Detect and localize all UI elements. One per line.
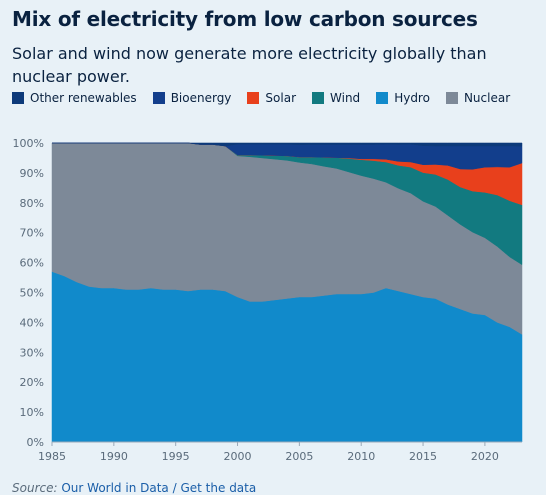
legend-swatch-other-renewables <box>12 92 24 104</box>
source-link-owid[interactable]: Our World in Data <box>61 481 169 495</box>
y-tick-label: 50% <box>20 287 44 300</box>
y-tick-label: 20% <box>20 376 44 389</box>
source-separator: / <box>172 481 177 495</box>
y-tick-label: 90% <box>20 167 44 180</box>
y-tick-label: 100% <box>13 137 44 150</box>
legend-item-hydro[interactable]: Hydro <box>376 91 430 105</box>
x-tick-label: 2020 <box>471 450 499 463</box>
source-label: Source: <box>12 481 58 495</box>
x-tick-label: 2010 <box>347 450 375 463</box>
get-data-link[interactable]: Get the data <box>180 481 257 495</box>
x-tick-label: 1995 <box>162 450 190 463</box>
y-tick-label: 0% <box>27 436 44 449</box>
legend-item-wind[interactable]: Wind <box>312 91 360 105</box>
source-line: Source: Our World in Data / Get the data <box>12 481 256 495</box>
legend-label-nuclear: Nuclear <box>463 91 511 105</box>
legend-swatch-solar <box>247 92 260 104</box>
legend-label-bioenergy: Bioenergy <box>170 91 232 105</box>
legend-swatch-bioenergy <box>152 92 165 104</box>
x-tick-label: 2015 <box>409 450 437 463</box>
chart-subtitle: Solar and wind now generate more electri… <box>12 44 487 86</box>
x-tick-label: 2005 <box>285 450 313 463</box>
legend-label-solar: Solar <box>265 91 297 105</box>
area-other-renewables <box>52 142 523 147</box>
legend-swatch-wind <box>312 92 325 104</box>
y-tick-label: 30% <box>20 346 44 359</box>
legend-label-other-renewables: Other renewables <box>30 91 137 105</box>
legend-swatch-hydro <box>376 92 389 104</box>
chart-legend: Other renewables Bioenergy Solar Wind Hy… <box>12 90 526 106</box>
y-tick-label: 80% <box>20 197 44 210</box>
legend-label-wind: Wind <box>330 91 361 105</box>
chart-title: Mix of electricity from low carbon sourc… <box>12 7 478 31</box>
legend-item-solar[interactable]: Solar <box>247 91 296 105</box>
y-tick-label: 40% <box>20 316 44 329</box>
legend-swatch-nuclear <box>445 92 458 104</box>
y-tick-label: 60% <box>20 257 44 270</box>
y-tick-label: 10% <box>20 406 44 419</box>
legend-item-nuclear[interactable]: Nuclear <box>445 91 511 105</box>
legend-item-bioenergy[interactable]: Bioenergy <box>152 91 232 105</box>
x-tick-label: 1985 <box>38 450 66 463</box>
stacked-area-chart: 0% 10% 20% 30% 40% 50% 60% 70% 80% 90% 100% 1985 199… <box>13 137 523 463</box>
legend-label-hydro: Hydro <box>394 91 430 105</box>
legend-item-other-renewables[interactable]: Other renewables <box>12 91 137 105</box>
x-tick-label: 1990 <box>100 450 128 463</box>
y-tick-label: 70% <box>20 227 44 240</box>
x-tick-label: 2000 <box>224 450 252 463</box>
